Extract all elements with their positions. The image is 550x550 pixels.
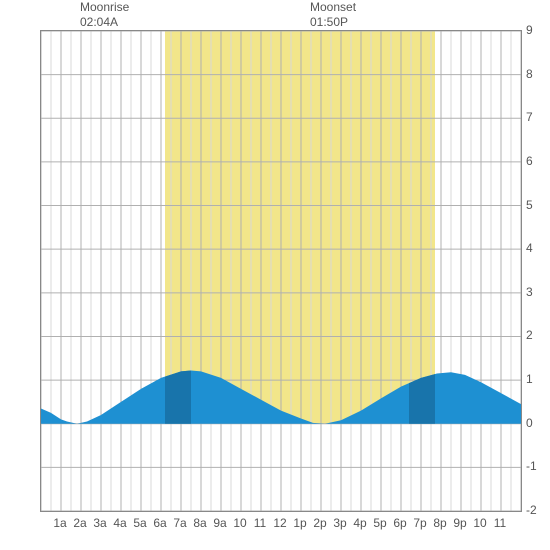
y-tick-label: 2 <box>526 328 533 342</box>
y-tick-label: 7 <box>526 110 533 124</box>
y-tick-label: 1 <box>526 372 533 386</box>
x-tick-label: 9p <box>453 516 466 530</box>
y-tick-label: 9 <box>526 23 533 37</box>
x-tick-label: 10 <box>473 516 486 530</box>
x-tick-label: 3p <box>333 516 346 530</box>
x-tick-label: 6a <box>153 516 166 530</box>
x-tick-label: 8a <box>193 516 206 530</box>
x-tick-label: 1p <box>293 516 306 530</box>
x-tick-label: 12 <box>273 516 286 530</box>
x-tick-label: 5p <box>373 516 386 530</box>
y-tick-label: -1 <box>526 459 537 473</box>
x-tick-label: 11 <box>494 516 506 530</box>
x-tick-label: 4a <box>113 516 126 530</box>
x-tick-label: 7p <box>413 516 426 530</box>
y-tick-label: 4 <box>526 241 533 255</box>
x-tick-label: 8p <box>433 516 446 530</box>
x-tick-label: 7a <box>173 516 186 530</box>
y-tick-label: 3 <box>526 285 533 299</box>
x-tick-label: 9a <box>213 516 226 530</box>
plot-svg <box>41 31 521 511</box>
chart-stage: Moonrise 02:04A Moonset 01:50P -2-101234… <box>0 0 550 550</box>
x-tick-label: 6p <box>393 516 406 530</box>
moonrise-label: Moonrise 02:04A <box>80 0 129 30</box>
x-tick-label: 1a <box>53 516 66 530</box>
y-tick-label: 8 <box>526 67 533 81</box>
moonset-label: Moonset 01:50P <box>310 0 356 30</box>
x-tick-label: 4p <box>353 516 366 530</box>
x-tick-label: 2p <box>313 516 326 530</box>
x-tick-label: 5a <box>133 516 146 530</box>
y-tick-label: 5 <box>526 198 533 212</box>
x-tick-label: 10 <box>233 516 246 530</box>
x-tick-label: 11 <box>254 516 266 530</box>
x-tick-label: 2a <box>73 516 86 530</box>
y-tick-label: -2 <box>526 503 537 517</box>
y-tick-label: 6 <box>526 154 533 168</box>
plot-area <box>40 30 522 512</box>
x-tick-label: 3a <box>93 516 106 530</box>
y-tick-label: 0 <box>526 416 533 430</box>
